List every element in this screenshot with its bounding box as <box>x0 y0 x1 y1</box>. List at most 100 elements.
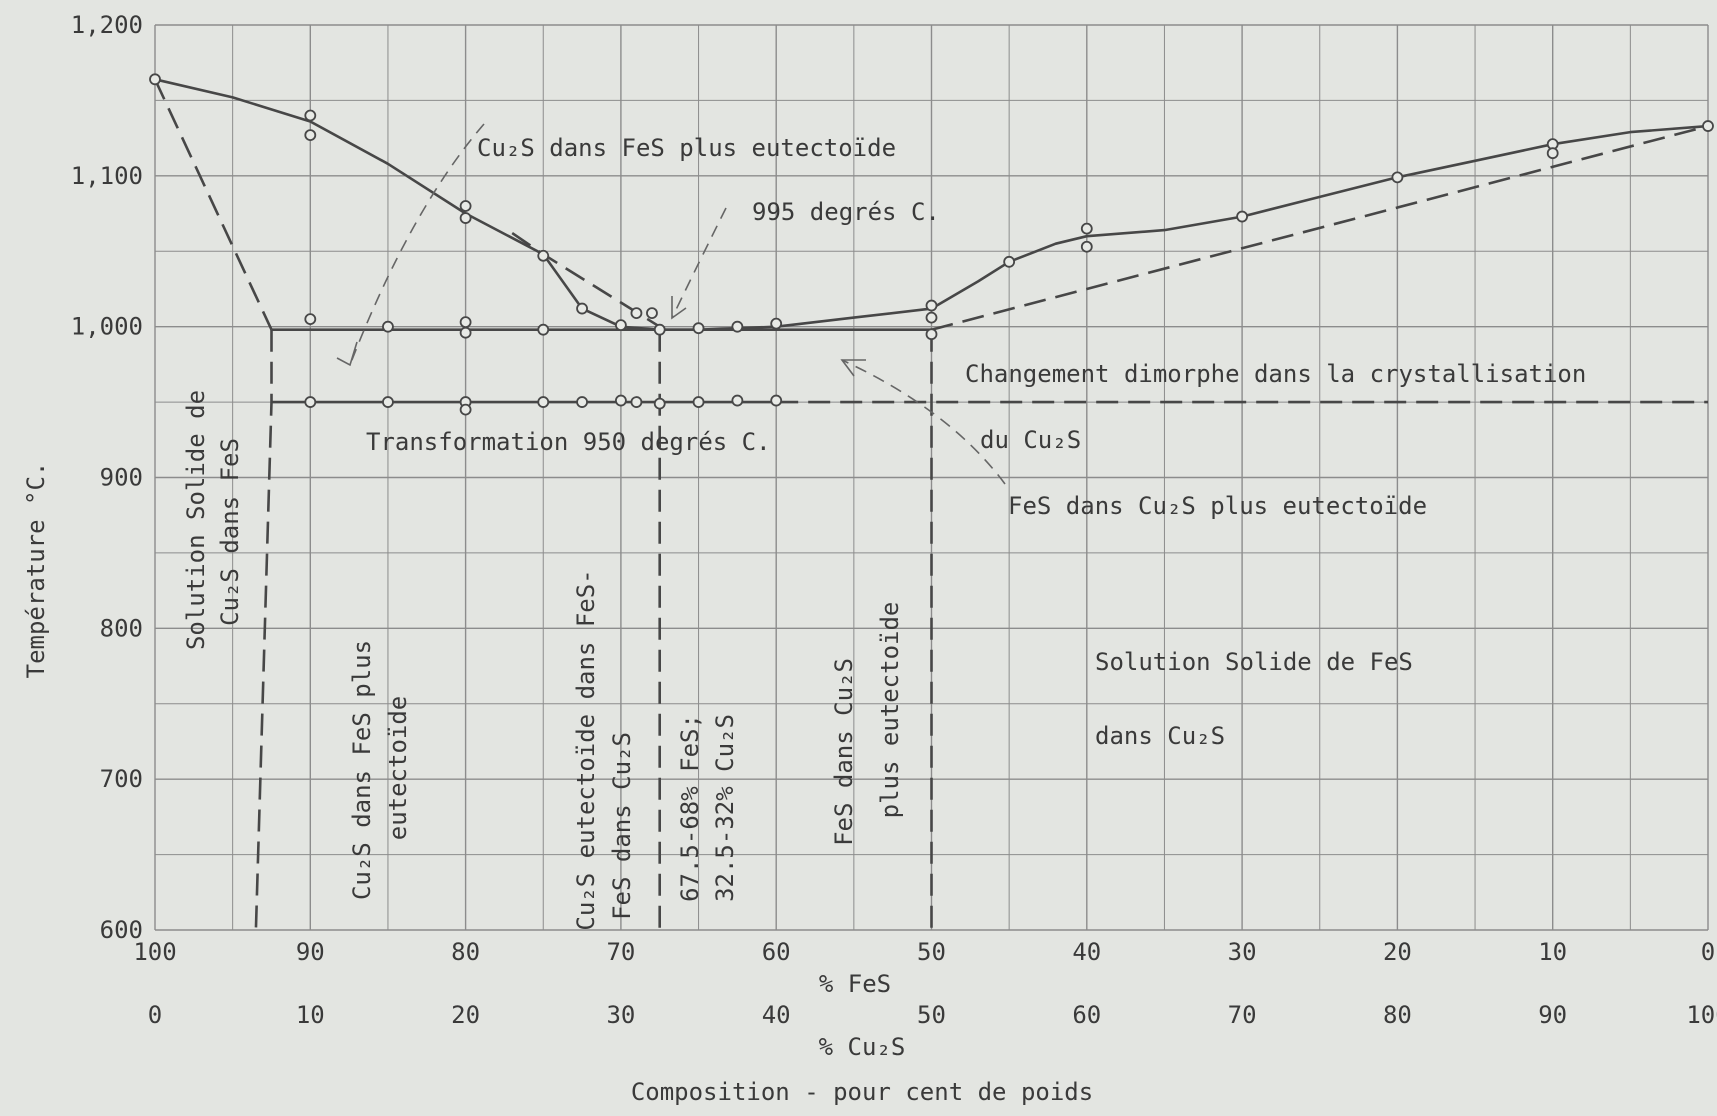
region-cu2s-in-fes-line2: eutectoïde <box>384 696 412 841</box>
x-tick-label-fes: 10 <box>1538 938 1567 966</box>
x-tick-label-fes: 60 <box>762 938 791 966</box>
data-point <box>1236 210 1248 223</box>
x-tick-label-cu2s: 30 <box>606 1001 635 1029</box>
x-tick-label-fes: 40 <box>1072 938 1101 966</box>
y-tick-label: 600 <box>100 916 143 944</box>
region-cu2s-eutectoid-line1: Cu₂S eutectoïde dans FeS- <box>572 569 600 930</box>
y-tick-label: 1,100 <box>71 162 143 190</box>
leader-cu2s-in-fes-arrowhead <box>336 341 358 367</box>
x-axis-label-fes: % FeS <box>819 970 891 998</box>
y-tick-label: 1,000 <box>71 313 143 341</box>
region-fes-in-cu2s-line1: FeS dans Cu₂S <box>830 658 858 846</box>
data-point <box>615 319 627 332</box>
data-point <box>576 302 588 315</box>
data-point <box>304 396 317 408</box>
data-point <box>692 322 705 335</box>
data-point <box>459 212 472 224</box>
data-point <box>615 394 627 407</box>
x-axis-label-cu2s: % Cu₂S <box>819 1033 906 1061</box>
x-tick-label-cu2s: 60 <box>1072 1001 1101 1029</box>
x-axis-label-composition: Composition - pour cent de poids <box>631 1078 1093 1106</box>
annotation-transformation-950: Transformation 950 degrés C. <box>366 428 771 456</box>
data-point <box>382 396 394 408</box>
leader-995-degrees <box>671 207 727 319</box>
x-tick-label-cu2s: 100 <box>1686 1001 1717 1029</box>
x-tick-label-fes: 100 <box>133 938 176 966</box>
region-solid-solution-cu2s-line2: Cu₂S dans FeS <box>216 438 244 626</box>
data-point <box>459 403 472 416</box>
region-cu2s-in-fes-line1: Cu₂S dans FeS plus <box>348 640 376 900</box>
data-point <box>646 307 658 319</box>
data-point <box>692 396 705 408</box>
data-point <box>653 397 666 410</box>
y-tick-label: 800 <box>100 614 143 642</box>
data-point <box>304 109 317 122</box>
region-eutectic-composition-line2: 32.5-32% Cu₂S <box>711 714 739 902</box>
data-point <box>925 299 938 312</box>
data-point <box>770 394 783 407</box>
dashed-boundary-3 <box>931 124 1709 331</box>
region-eutectic-composition-line1: 67.5-68% FeS; <box>676 714 704 902</box>
data-point <box>459 326 472 339</box>
annotation-fes-in-cu2s-eutectoid: FeS dans Cu₂S plus eutectoïde <box>1008 492 1427 520</box>
annotation-du-cu2s: du Cu₂S <box>980 426 1081 454</box>
y-tick-label: 900 <box>100 464 143 492</box>
data-point <box>537 396 550 408</box>
data-point <box>304 313 317 326</box>
data-point <box>1702 120 1714 132</box>
data-point <box>925 328 938 341</box>
x-tick-label-cu2s: 40 <box>762 1001 791 1029</box>
x-tick-label-cu2s: 0 <box>148 1001 162 1029</box>
leader-dimorphic-arrowhead <box>840 359 866 377</box>
y-tick-label: 1,200 <box>71 11 143 39</box>
data-point <box>731 320 744 333</box>
x-tick-label-fes: 90 <box>296 938 325 966</box>
x-tick-label-cu2s: 50 <box>917 1001 946 1029</box>
region-cu2s-eutectoid-line2: FeS dans Cu₂S <box>608 732 636 920</box>
leader-cu2s-in-fes <box>349 123 485 366</box>
data-point <box>459 200 472 212</box>
x-tick-label-fes: 70 <box>606 938 635 966</box>
x-tick-label-cu2s: 20 <box>451 1001 480 1029</box>
x-tick-label-cu2s: 80 <box>1383 1001 1412 1029</box>
x-tick-label-fes: 30 <box>1228 938 1257 966</box>
data-point <box>630 396 643 408</box>
leader-lines <box>336 123 1006 485</box>
data-point <box>925 311 938 324</box>
data-point <box>576 396 588 408</box>
data-point <box>1391 171 1404 184</box>
data-point <box>1546 147 1559 160</box>
data-point <box>630 307 643 319</box>
x-tick-label-fes: 50 <box>917 938 946 966</box>
data-point <box>537 323 550 336</box>
region-solid-solution-cu2s-line1: Solution Solide de <box>182 390 210 650</box>
data-point <box>770 317 783 330</box>
leader-dimorphic <box>841 359 1006 485</box>
data-point <box>304 129 317 142</box>
x-tick-label-cu2s: 70 <box>1228 1001 1257 1029</box>
data-point <box>731 394 744 407</box>
data-point <box>459 316 472 329</box>
y-tick-label: 700 <box>100 765 143 793</box>
y-axis-label: Température °C. <box>22 462 50 679</box>
data-points <box>149 73 1714 416</box>
data-point <box>1080 240 1093 253</box>
data-point <box>1080 222 1093 235</box>
annotation-dimorphic-change: Changement dimorphe dans la crystallisat… <box>965 360 1586 388</box>
x-tick-label-fes: 20 <box>1383 938 1412 966</box>
x-tick-label-fes: 80 <box>451 938 480 966</box>
data-point <box>653 323 666 336</box>
dashed-boundary-7 <box>254 329 273 931</box>
annotation-995-degrees: 995 degrés C. <box>752 198 940 226</box>
data-point <box>537 249 550 262</box>
annotation-cu2s-in-fes-eutectoid: Cu₂S dans FeS plus eutectoïde <box>477 134 896 162</box>
x-tick-label-fes: 0 <box>1701 938 1715 966</box>
data-point <box>382 320 394 333</box>
leader-995-degrees-arrowhead <box>671 296 687 320</box>
region-fes-in-cu2s-line2: plus eutectoïde <box>876 602 904 819</box>
data-point <box>149 73 161 86</box>
data-point <box>1003 255 1016 268</box>
x-tick-label-cu2s: 10 <box>296 1001 325 1029</box>
